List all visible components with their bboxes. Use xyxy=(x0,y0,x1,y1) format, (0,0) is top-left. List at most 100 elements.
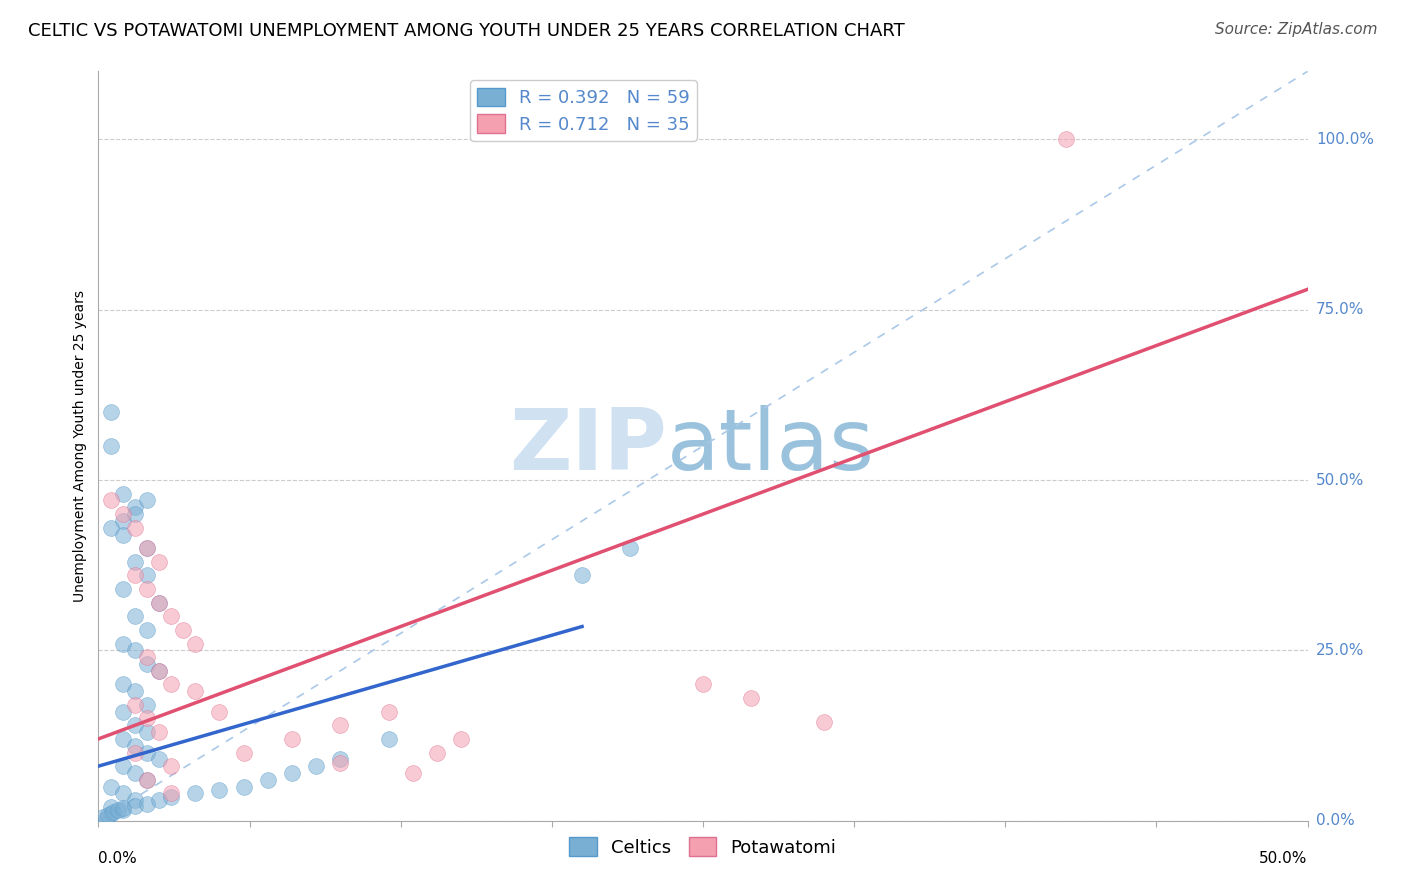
Point xyxy=(571,568,593,582)
Point xyxy=(208,783,231,797)
Point xyxy=(124,500,146,515)
Point xyxy=(111,582,134,596)
Point xyxy=(148,793,170,807)
Text: CELTIC VS POTAWATOMI UNEMPLOYMENT AMONG YOUTH UNDER 25 YEARS CORRELATION CHART: CELTIC VS POTAWATOMI UNEMPLOYMENT AMONG … xyxy=(28,22,905,40)
Point xyxy=(619,541,641,556)
Point xyxy=(111,677,134,691)
Point xyxy=(135,657,157,671)
Point xyxy=(329,752,352,766)
Text: 100.0%: 100.0% xyxy=(1316,132,1374,147)
Point xyxy=(148,664,170,678)
Point xyxy=(124,521,146,535)
Point xyxy=(135,623,157,637)
Legend: Celtics, Potawatomi: Celtics, Potawatomi xyxy=(562,830,844,864)
Text: ZIP: ZIP xyxy=(509,404,666,488)
Point xyxy=(232,746,254,760)
Point xyxy=(135,797,157,811)
Point xyxy=(100,780,122,794)
Point xyxy=(135,568,157,582)
Point xyxy=(124,684,146,698)
Point xyxy=(426,746,449,760)
Point xyxy=(124,568,146,582)
Point xyxy=(135,772,157,787)
Point xyxy=(100,405,122,419)
Y-axis label: Unemployment Among Youth under 25 years: Unemployment Among Youth under 25 years xyxy=(73,290,87,602)
Point xyxy=(160,786,183,800)
Text: 0.0%: 0.0% xyxy=(1316,814,1354,828)
Point xyxy=(148,555,170,569)
Point xyxy=(135,725,157,739)
Point xyxy=(91,810,114,824)
Point xyxy=(377,731,399,746)
Point xyxy=(135,698,157,712)
Point xyxy=(135,493,157,508)
Point xyxy=(148,725,170,739)
Point xyxy=(184,786,207,800)
Point xyxy=(329,718,352,732)
Point xyxy=(148,752,170,766)
Point xyxy=(135,772,157,787)
Point xyxy=(148,596,170,610)
Point xyxy=(111,801,134,815)
Point xyxy=(135,650,157,665)
Point xyxy=(281,766,304,780)
Point xyxy=(124,643,146,657)
Point xyxy=(184,684,207,698)
Point xyxy=(305,759,328,773)
Point xyxy=(208,705,231,719)
Point xyxy=(124,746,146,760)
Point xyxy=(184,636,207,650)
Point xyxy=(111,486,134,500)
Point xyxy=(111,636,134,650)
Point xyxy=(124,555,146,569)
Text: Source: ZipAtlas.com: Source: ZipAtlas.com xyxy=(1215,22,1378,37)
Point xyxy=(124,766,146,780)
Point xyxy=(124,793,146,807)
Point xyxy=(135,711,157,725)
Text: atlas: atlas xyxy=(666,404,875,488)
Point xyxy=(135,541,157,556)
Point xyxy=(402,766,425,780)
Point xyxy=(135,541,157,556)
Point xyxy=(97,808,120,822)
Point xyxy=(160,609,183,624)
Point xyxy=(111,786,134,800)
Point xyxy=(111,514,134,528)
Point xyxy=(124,798,146,813)
Text: 0.0%: 0.0% xyxy=(98,851,138,866)
Point xyxy=(100,493,122,508)
Point xyxy=(111,705,134,719)
Point xyxy=(100,521,122,535)
Point xyxy=(111,759,134,773)
Point xyxy=(135,582,157,596)
Point xyxy=(124,739,146,753)
Point xyxy=(100,806,122,821)
Point xyxy=(100,800,122,814)
Text: 50.0%: 50.0% xyxy=(1316,473,1364,488)
Point xyxy=(813,714,835,729)
Point xyxy=(450,731,472,746)
Text: 25.0%: 25.0% xyxy=(1316,643,1364,657)
Point xyxy=(329,756,352,770)
Point xyxy=(135,746,157,760)
Point xyxy=(740,691,762,706)
Point xyxy=(148,664,170,678)
Point xyxy=(160,677,183,691)
Point xyxy=(101,805,124,820)
Point xyxy=(107,804,129,818)
Point xyxy=(124,718,146,732)
Point xyxy=(124,698,146,712)
Point xyxy=(100,439,122,453)
Point xyxy=(692,677,714,691)
Point xyxy=(160,789,183,804)
Point xyxy=(111,731,134,746)
Point xyxy=(111,527,134,541)
Point xyxy=(124,507,146,521)
Point xyxy=(124,609,146,624)
Point xyxy=(160,759,183,773)
Point xyxy=(148,596,170,610)
Point xyxy=(256,772,278,787)
Point xyxy=(377,705,399,719)
Point xyxy=(111,804,134,818)
Point xyxy=(111,507,134,521)
